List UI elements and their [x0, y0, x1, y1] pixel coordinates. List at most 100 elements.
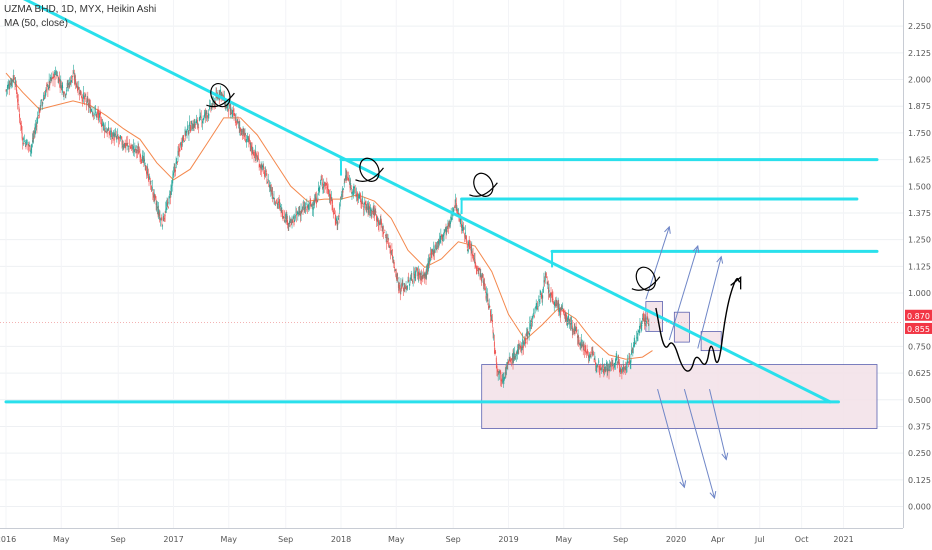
candle-body — [134, 145, 136, 147]
candle-body — [146, 171, 147, 174]
candle-body — [6, 86, 8, 89]
projection-arrow[interactable] — [683, 388, 716, 499]
main-downtrend[interactable] — [6, 0, 832, 404]
candle-body — [474, 259, 476, 263]
projection-arrow[interactable] — [709, 388, 727, 460]
candle-body — [565, 313, 567, 315]
candle-body — [506, 366, 508, 370]
candle-body — [528, 332, 529, 334]
x-tick-label: May — [556, 535, 573, 544]
price-tag-label: 0.855 — [907, 325, 930, 334]
projection-arrow[interactable] — [657, 388, 685, 488]
candle-body — [301, 207, 303, 210]
candle-body — [276, 200, 278, 202]
candle-body — [92, 112, 94, 115]
candle-body — [408, 284, 410, 286]
candle-body — [470, 246, 471, 248]
candle-body — [129, 147, 131, 149]
candle-body — [113, 132, 115, 137]
candle-body — [47, 86, 49, 90]
candle-body — [347, 178, 349, 180]
candle-body — [140, 159, 142, 161]
x-tick-label: Sep — [278, 535, 293, 544]
candle-body — [270, 186, 272, 190]
projection-arrows[interactable] — [645, 225, 729, 500]
candle-body — [8, 87, 10, 89]
candle-body — [609, 366, 611, 368]
candle-body — [120, 138, 122, 140]
candle-body — [401, 285, 403, 287]
candle-body — [151, 186, 153, 191]
candle-body — [574, 329, 576, 335]
projection-arrow[interactable] — [668, 245, 699, 341]
candle-body — [530, 324, 531, 326]
candle-body — [38, 107, 40, 113]
candle-body — [78, 87, 80, 89]
candle-body — [102, 124, 104, 126]
candle-body — [560, 310, 562, 316]
candle-body — [616, 357, 618, 360]
candle-body — [7, 85, 9, 88]
candle-body — [184, 129, 186, 135]
x-tick-label: May — [388, 535, 405, 544]
candle-body — [282, 216, 284, 219]
candle-body — [90, 108, 92, 112]
candle-body — [637, 331, 639, 335]
candle-body — [523, 342, 525, 345]
candle-body — [63, 95, 65, 97]
candle-body — [211, 107, 213, 108]
candle-body — [443, 234, 444, 237]
candle-body — [274, 201, 276, 203]
y-tick-label: 2.250 — [908, 22, 931, 31]
candle-body — [432, 249, 433, 252]
candle-body — [596, 363, 598, 367]
candle-body — [140, 155, 142, 158]
candle-body — [25, 145, 27, 148]
candle-body — [15, 83, 17, 91]
candle-body — [486, 295, 488, 297]
candle-body — [575, 327, 576, 331]
rejection-stroke — [469, 182, 498, 197]
candle-body — [33, 132, 35, 133]
candle-body — [640, 326, 642, 328]
candle-body — [466, 241, 468, 243]
candle-body — [178, 150, 180, 152]
candle-body — [558, 306, 560, 312]
trendlines[interactable] — [0, 0, 903, 404]
projection-arrow[interactable] — [645, 226, 670, 300]
candle-body — [13, 75, 15, 79]
candle-body — [62, 91, 64, 95]
candle-body — [167, 201, 169, 204]
x-tick-label: 2021 — [833, 535, 853, 544]
candle-body — [149, 182, 151, 184]
y-tick-label: 2.125 — [908, 49, 931, 58]
candle-body — [332, 210, 334, 212]
candle-body — [425, 274, 427, 279]
arrowhead — [716, 255, 724, 264]
candle-body — [345, 175, 347, 180]
candle-body — [26, 142, 28, 144]
candle-body — [67, 85, 69, 87]
candle-body — [34, 130, 36, 134]
arrowhead — [709, 490, 717, 500]
candle-body — [321, 182, 323, 186]
candle-body — [137, 147, 139, 149]
candle-body — [147, 174, 149, 180]
projection-arrow[interactable] — [697, 256, 722, 349]
candle-body — [533, 312, 535, 314]
candle-body — [300, 213, 301, 216]
candle-body — [75, 78, 77, 85]
candle-body — [448, 223, 450, 227]
candle-body — [461, 223, 462, 228]
candle-body — [613, 362, 615, 365]
candle-body — [627, 361, 629, 363]
candle-body — [8, 83, 10, 86]
candle-body — [142, 155, 144, 161]
candle-body — [171, 182, 173, 186]
candle-body — [385, 237, 387, 239]
candle-body — [139, 154, 141, 158]
candle-body — [292, 220, 294, 223]
candle-body — [293, 220, 295, 226]
